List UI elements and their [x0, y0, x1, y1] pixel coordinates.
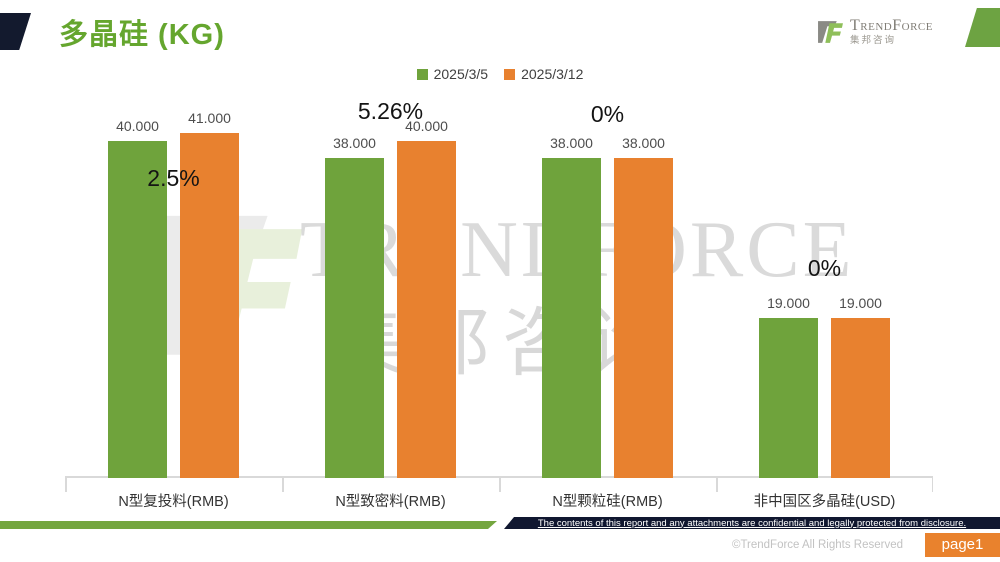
bar-value-label: 19.000 [767, 295, 810, 311]
change-percent-label: 2.5% [147, 165, 200, 191]
footer-confidential-bar: The contents of this report and any atta… [504, 517, 1000, 529]
legend-label-series2: 2025/3/12 [521, 66, 584, 82]
axis-tick [716, 478, 718, 492]
bar-orange [831, 318, 890, 478]
bar-green [108, 141, 167, 478]
axis-tick [499, 478, 501, 492]
legend-item-series1: 2025/3/5 [416, 66, 489, 82]
bar-value-label: 41.000 [188, 110, 231, 126]
bar-group: 38.000 40.000 5.26% [282, 85, 499, 478]
bar-value-label: 40.000 [405, 118, 448, 134]
bar-group: 19.000 19.000 0% [716, 85, 933, 478]
confidential-text: The contents of this report and any atta… [537, 517, 967, 529]
bar-orange [614, 158, 673, 478]
axis-tick [282, 478, 284, 492]
page-title: 多晶硅 (KG) [59, 19, 225, 51]
bar-value-label: 19.000 [839, 295, 882, 311]
category-label: N型复投料(RMB) [118, 494, 229, 510]
page-number-badge: page1 [925, 533, 1000, 557]
change-percent-label: 0% [807, 255, 842, 281]
corner-shape-top-left [0, 13, 31, 50]
footer-green-stripe [0, 521, 497, 529]
category-label: N型致密料(RMB) [335, 494, 446, 510]
bar-orange [397, 141, 456, 478]
axis-tick [931, 478, 933, 492]
bar-group: 40.000 41.000 2.5% [65, 85, 282, 478]
chart-legend: 2025/3/5 2025/3/12 [0, 66, 1000, 82]
legend-label-series1: 2025/3/5 [433, 66, 489, 82]
change-percent-label: 0% [590, 101, 625, 127]
category-axis-labels: N型复投料(RMB) N型致密料(RMB) N型颗粒硅(RMB) 非中国区多晶硅(US… [65, 490, 933, 512]
bar-value-label: 40.000 [116, 118, 159, 134]
bar-value-label: 38.000 [622, 135, 665, 151]
category-label: 非中国区多晶硅(USD) [753, 494, 896, 510]
bar-green [325, 158, 384, 478]
axis-tick [65, 478, 67, 492]
legend-item-series2: 2025/3/12 [504, 66, 583, 82]
trendforce-logo: TRENDFORCE 集邦咨询 [817, 18, 933, 46]
change-percent-label: 5.26% [357, 98, 424, 124]
legend-swatch-green [416, 68, 428, 80]
bar-value-label: 38.000 [333, 135, 376, 151]
logo-wordmark: TRENDFORCE [850, 17, 933, 34]
plot-area: 40.000 41.000 2.5% 38.000 40.000 5.26% 38.000 3… [65, 85, 933, 492]
copyright-text: ©TrendForce All Rights Reserved [731, 539, 903, 551]
bar-value-label: 38.000 [550, 135, 593, 151]
category-label: N型颗粒硅(RMB) [552, 494, 663, 510]
logo-chinese-name: 集邦咨询 [850, 35, 897, 46]
bar-green [542, 158, 601, 478]
legend-swatch-orange [504, 68, 516, 80]
bar-group: 38.000 38.000 0% [499, 85, 716, 478]
trendforce-logo-icon [818, 21, 843, 43]
bar-green [759, 318, 818, 478]
corner-shape-top-right [965, 8, 1000, 47]
